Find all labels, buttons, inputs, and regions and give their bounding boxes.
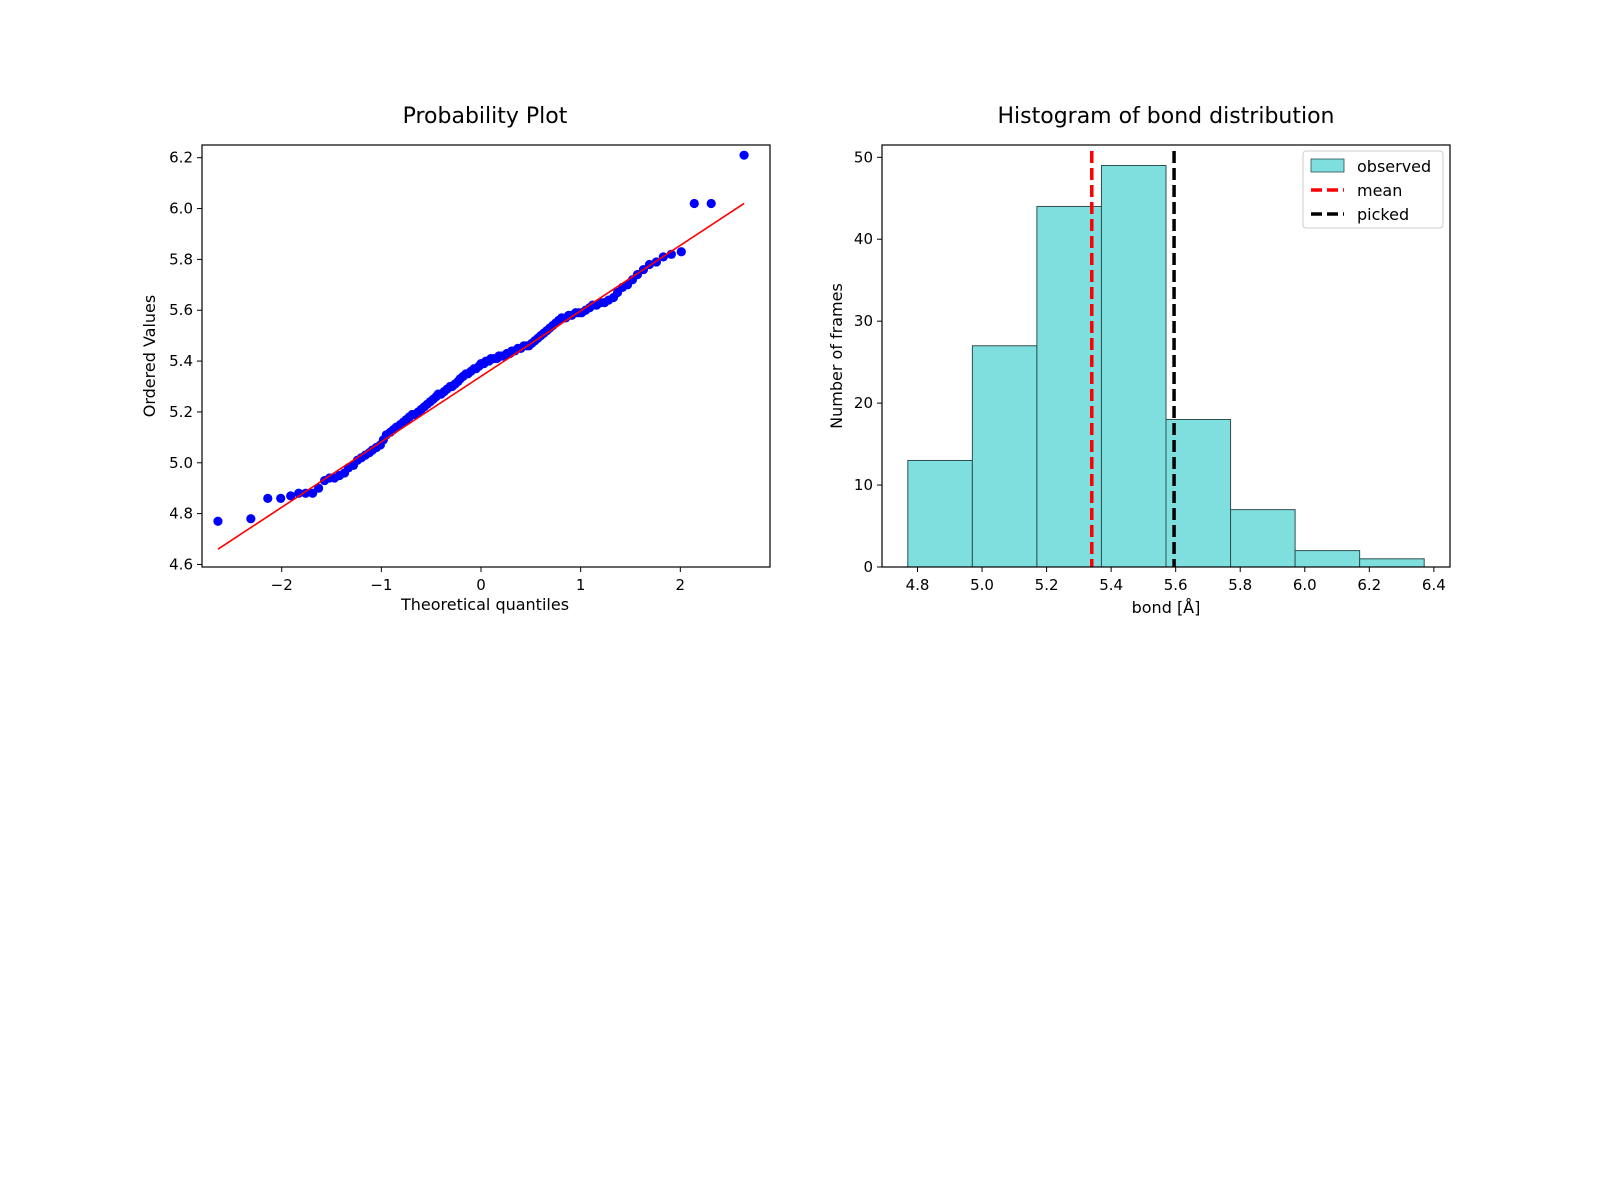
histogram-frame [881,144,1451,568]
histogram-bar [1230,509,1296,568]
data-point [676,247,686,257]
data-point [246,514,256,524]
y-tick-label: 6.0 [169,200,193,218]
prob-plot-ylabel: Ordered Values [140,295,159,417]
y-tick-label: 4.8 [169,505,193,523]
histogram-bar [1036,205,1102,568]
histogram-bar [971,345,1038,568]
data-point [313,483,324,493]
y-tick-label: 4.6 [169,555,193,573]
histogram-title: Histogram of bond distribution [997,104,1334,129]
histogram-plot: Histogram of bond distribution 4.8 5.0 5.2… [827,104,1451,617]
legend-observed-patch [1310,158,1345,173]
histogram-bar [1165,419,1232,568]
prob-plot-xlabel: Theoretical quantiles [400,595,569,614]
x-tick-label: 6.0 [1293,576,1317,594]
x-tick-label: 4.8 [906,576,930,594]
x-tick-label: 6.4 [1422,576,1446,594]
data-point [739,150,749,160]
data-point [308,488,318,498]
prob-plot-frame [201,144,771,568]
x-tick-label: 6.2 [1357,576,1381,594]
legend-picked-label: picked [1357,205,1409,224]
y-tick-label: 0 [863,558,873,576]
histogram-ylabel: Number of frames [827,283,846,429]
x-tick-label: 2 [676,576,686,594]
histogram-bar [1100,164,1167,568]
legend-observed-label: observed [1357,157,1431,176]
y-tick-label: 40 [854,230,873,248]
prob-plot-title: Probability Plot [403,104,568,129]
x-tick-label: 5.2 [1035,576,1059,594]
histogram-bar [1294,550,1361,568]
y-tick-label: 5.2 [169,403,193,421]
y-tick-label: 5.0 [169,454,193,472]
fit-line [217,202,745,550]
histogram-bar [907,459,973,568]
x-tick-label: 5.0 [970,576,994,594]
data-point [286,491,296,501]
x-tick-label: 5.4 [1099,576,1123,594]
histogram-xlabel: bond [Å] [1132,598,1201,617]
legend: observed mean picked [1302,150,1444,229]
y-tick-label: 5.4 [169,352,193,370]
data-point [689,198,699,209]
data-point [263,493,273,503]
y-tick-label: 6.2 [169,149,193,167]
probability-plot: Probability Plot −2 −1 0 1 2 4.6 4.8 5.0 5.2 5.4 5… [140,104,771,614]
y-tick-label: 20 [854,394,873,412]
x-tick-label: −1 [370,576,392,594]
x-tick-label: −2 [271,576,293,594]
x-tick-label: 5.8 [1228,576,1252,594]
data-point [213,516,223,526]
data-point [706,198,716,209]
legend-mean-label: mean [1357,181,1402,200]
y-tick-label: 30 [854,312,873,330]
histogram-bar [1359,558,1425,568]
data-point [276,493,286,503]
y-tick-label: 50 [854,148,873,166]
x-tick-label: 1 [576,576,586,594]
x-tick-label: 5.6 [1164,576,1188,594]
y-tick-label: 5.8 [169,250,193,268]
y-tick-label: 10 [854,476,873,494]
y-tick-label: 5.6 [169,301,193,319]
x-tick-label: 0 [476,576,486,594]
